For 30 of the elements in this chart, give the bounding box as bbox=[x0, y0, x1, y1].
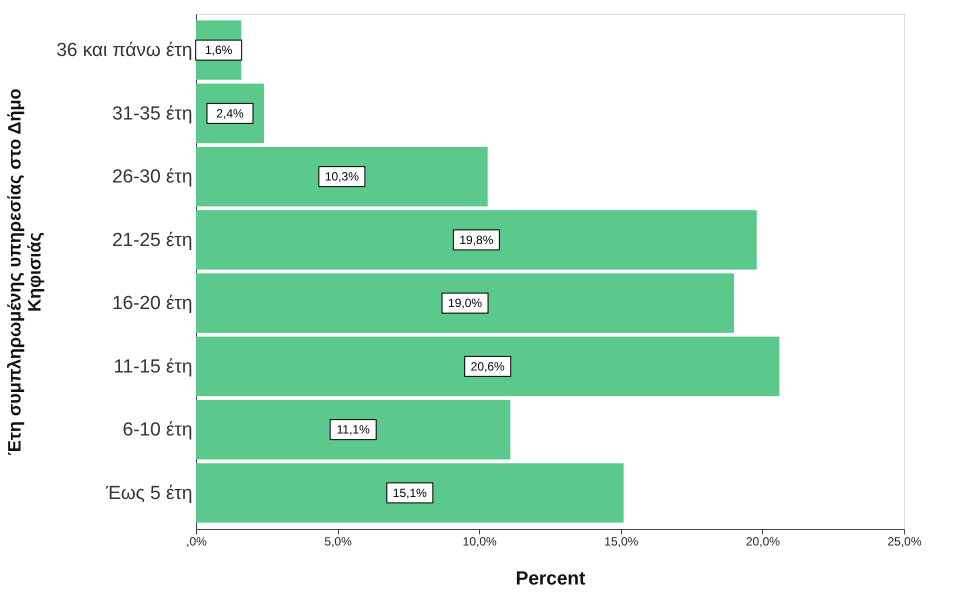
data-label: 20,6% bbox=[470, 359, 506, 374]
x-tick-label: 20,0% bbox=[746, 534, 780, 548]
x-tick-label: 25,0% bbox=[887, 534, 922, 548]
data-label: 15,1% bbox=[392, 486, 428, 500]
bar bbox=[196, 400, 510, 460]
bar bbox=[196, 463, 624, 523]
data-label: 1,6% bbox=[204, 43, 233, 58]
data-label: 2,4% bbox=[216, 106, 244, 120]
data-label: 11,1% bbox=[336, 422, 370, 437]
bar bbox=[196, 273, 734, 333]
bar bbox=[196, 146, 488, 206]
y-axis-title: Έτη συμπληρωμένης υπηρεσίας στο Δήμο Κηφισιάς bbox=[4, 88, 44, 456]
y-tick-label: 11-15 έτη bbox=[113, 356, 192, 378]
bar bbox=[196, 336, 780, 396]
bar bbox=[196, 210, 757, 270]
data-label: 19,8% bbox=[459, 232, 494, 247]
x-tick-label: 10,0% bbox=[462, 534, 498, 548]
y-tick-label: 16-20 έτη bbox=[112, 293, 192, 314]
y-tick-label: 6-10 έτη bbox=[122, 420, 192, 441]
y-tick-label: 26-30 έτη bbox=[112, 166, 192, 188]
data-label: 10,3% bbox=[324, 170, 360, 184]
y-tick-label: 21-25 έτη bbox=[112, 230, 192, 251]
y-tick-label: 31-35 έτη bbox=[112, 103, 192, 124]
data-label: 19,0% bbox=[448, 296, 482, 310]
x-tick-label: 5,0% bbox=[324, 534, 352, 548]
y-tick-label: Έως 5 έτη bbox=[104, 482, 192, 504]
x-tick-label: 15,0% bbox=[604, 534, 639, 548]
y-tick-label: 36 και πάνω έτη bbox=[56, 40, 192, 62]
x-axis-title: Percent bbox=[516, 568, 586, 590]
x-tick-label: ,0% bbox=[186, 534, 208, 548]
